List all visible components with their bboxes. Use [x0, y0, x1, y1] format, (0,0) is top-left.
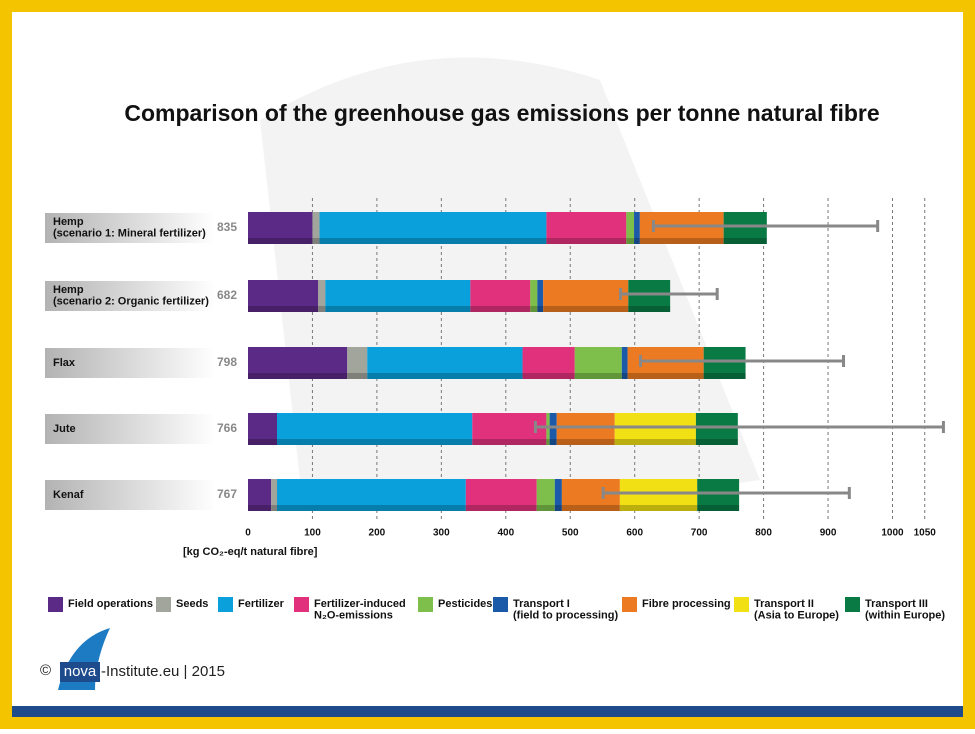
bar-shade [248, 373, 347, 379]
copyright: © [40, 662, 51, 679]
legend-label: Pesticides [438, 598, 492, 610]
total-label: 767 [217, 487, 237, 501]
legend-swatch [218, 597, 233, 612]
bar-shade [620, 505, 697, 511]
bar-shade [248, 439, 277, 445]
legend-swatch [156, 597, 171, 612]
bar-shade [347, 373, 367, 379]
legend-swatch [845, 597, 860, 612]
x-tick-label: 400 [497, 528, 514, 539]
bar-shade [557, 439, 615, 445]
bar-shade [248, 306, 318, 312]
bar-shade [271, 505, 277, 511]
y-tick-label: Flax [53, 357, 76, 369]
bar-shade [523, 373, 575, 379]
bar-shade [697, 505, 739, 511]
footer-text: -Institute.eu | 2015 [101, 663, 225, 680]
legend-label: Fibre processing [642, 598, 731, 610]
legend-swatch [294, 597, 309, 612]
y-tick-label: Jute [53, 423, 76, 435]
bar-shade [555, 505, 562, 511]
bar-shade [320, 238, 547, 244]
x-tick-label: 900 [820, 528, 837, 539]
bar-shade [615, 439, 696, 445]
legend-swatch [622, 597, 637, 612]
y-tick-label: Kenaf [53, 489, 84, 501]
x-tick-label: 0 [245, 528, 251, 539]
bar-shade [537, 306, 543, 312]
bar-shade [318, 306, 325, 312]
total-label: 682 [217, 288, 237, 302]
bar-shade [628, 373, 704, 379]
bar-shade [575, 373, 622, 379]
bar-shade [634, 238, 640, 244]
x-axis-label: [kg CO₂-eq/t natural fibre] [183, 546, 318, 558]
bar-shade [628, 306, 670, 312]
bar-shade [325, 306, 470, 312]
total-label: 766 [217, 421, 237, 435]
bar-shade [472, 439, 546, 445]
x-tick-label: 1050 [914, 528, 937, 539]
bar-shade [704, 373, 746, 379]
bar-shade [622, 373, 628, 379]
bar-shade [546, 439, 549, 445]
total-label: 835 [217, 220, 237, 234]
bar-shade [696, 439, 738, 445]
chart-title: Comparison of the greenhouse gas emissio… [124, 100, 879, 126]
logo: nova [64, 663, 97, 680]
bar-shade [562, 505, 620, 511]
bar-shade [530, 306, 537, 312]
bar-shade [277, 439, 472, 445]
bar-shade [543, 306, 628, 312]
x-tick-label: 700 [691, 528, 708, 539]
legend-swatch [48, 597, 63, 612]
bar-shade [470, 306, 530, 312]
bar-shade [367, 373, 522, 379]
total-label: 798 [217, 355, 237, 369]
legend-label: Seeds [176, 598, 208, 610]
x-tick-label: 500 [562, 528, 579, 539]
x-tick-label: 200 [369, 528, 386, 539]
x-tick-label: 600 [626, 528, 643, 539]
legend-swatch [493, 597, 508, 612]
legend-swatch [734, 597, 749, 612]
bar-shade [277, 505, 466, 511]
legend-label: Field operations [68, 598, 153, 610]
bar-shade [550, 439, 557, 445]
legend-label: Fertilizer-inducedN₂O-emissions [314, 598, 406, 622]
bar-shade [626, 238, 634, 244]
bar-shade [640, 238, 724, 244]
x-tick-label: 100 [304, 528, 321, 539]
bar-shade [546, 238, 626, 244]
bar-shade [466, 505, 537, 511]
x-tick-label: 800 [755, 528, 772, 539]
legend-label: Fertilizer [238, 598, 285, 610]
x-tick-label: 1000 [881, 528, 904, 539]
legend-swatch [418, 597, 433, 612]
bar-shade [248, 238, 312, 244]
x-tick-label: 300 [433, 528, 450, 539]
footer-bar [12, 706, 963, 717]
bar-shade [248, 505, 271, 511]
bar-shade [312, 238, 319, 244]
chart: ​ Comparison of the greenhouse gas emiss… [0, 0, 975, 729]
bar-shade [724, 238, 767, 244]
bar-shade [537, 505, 555, 511]
